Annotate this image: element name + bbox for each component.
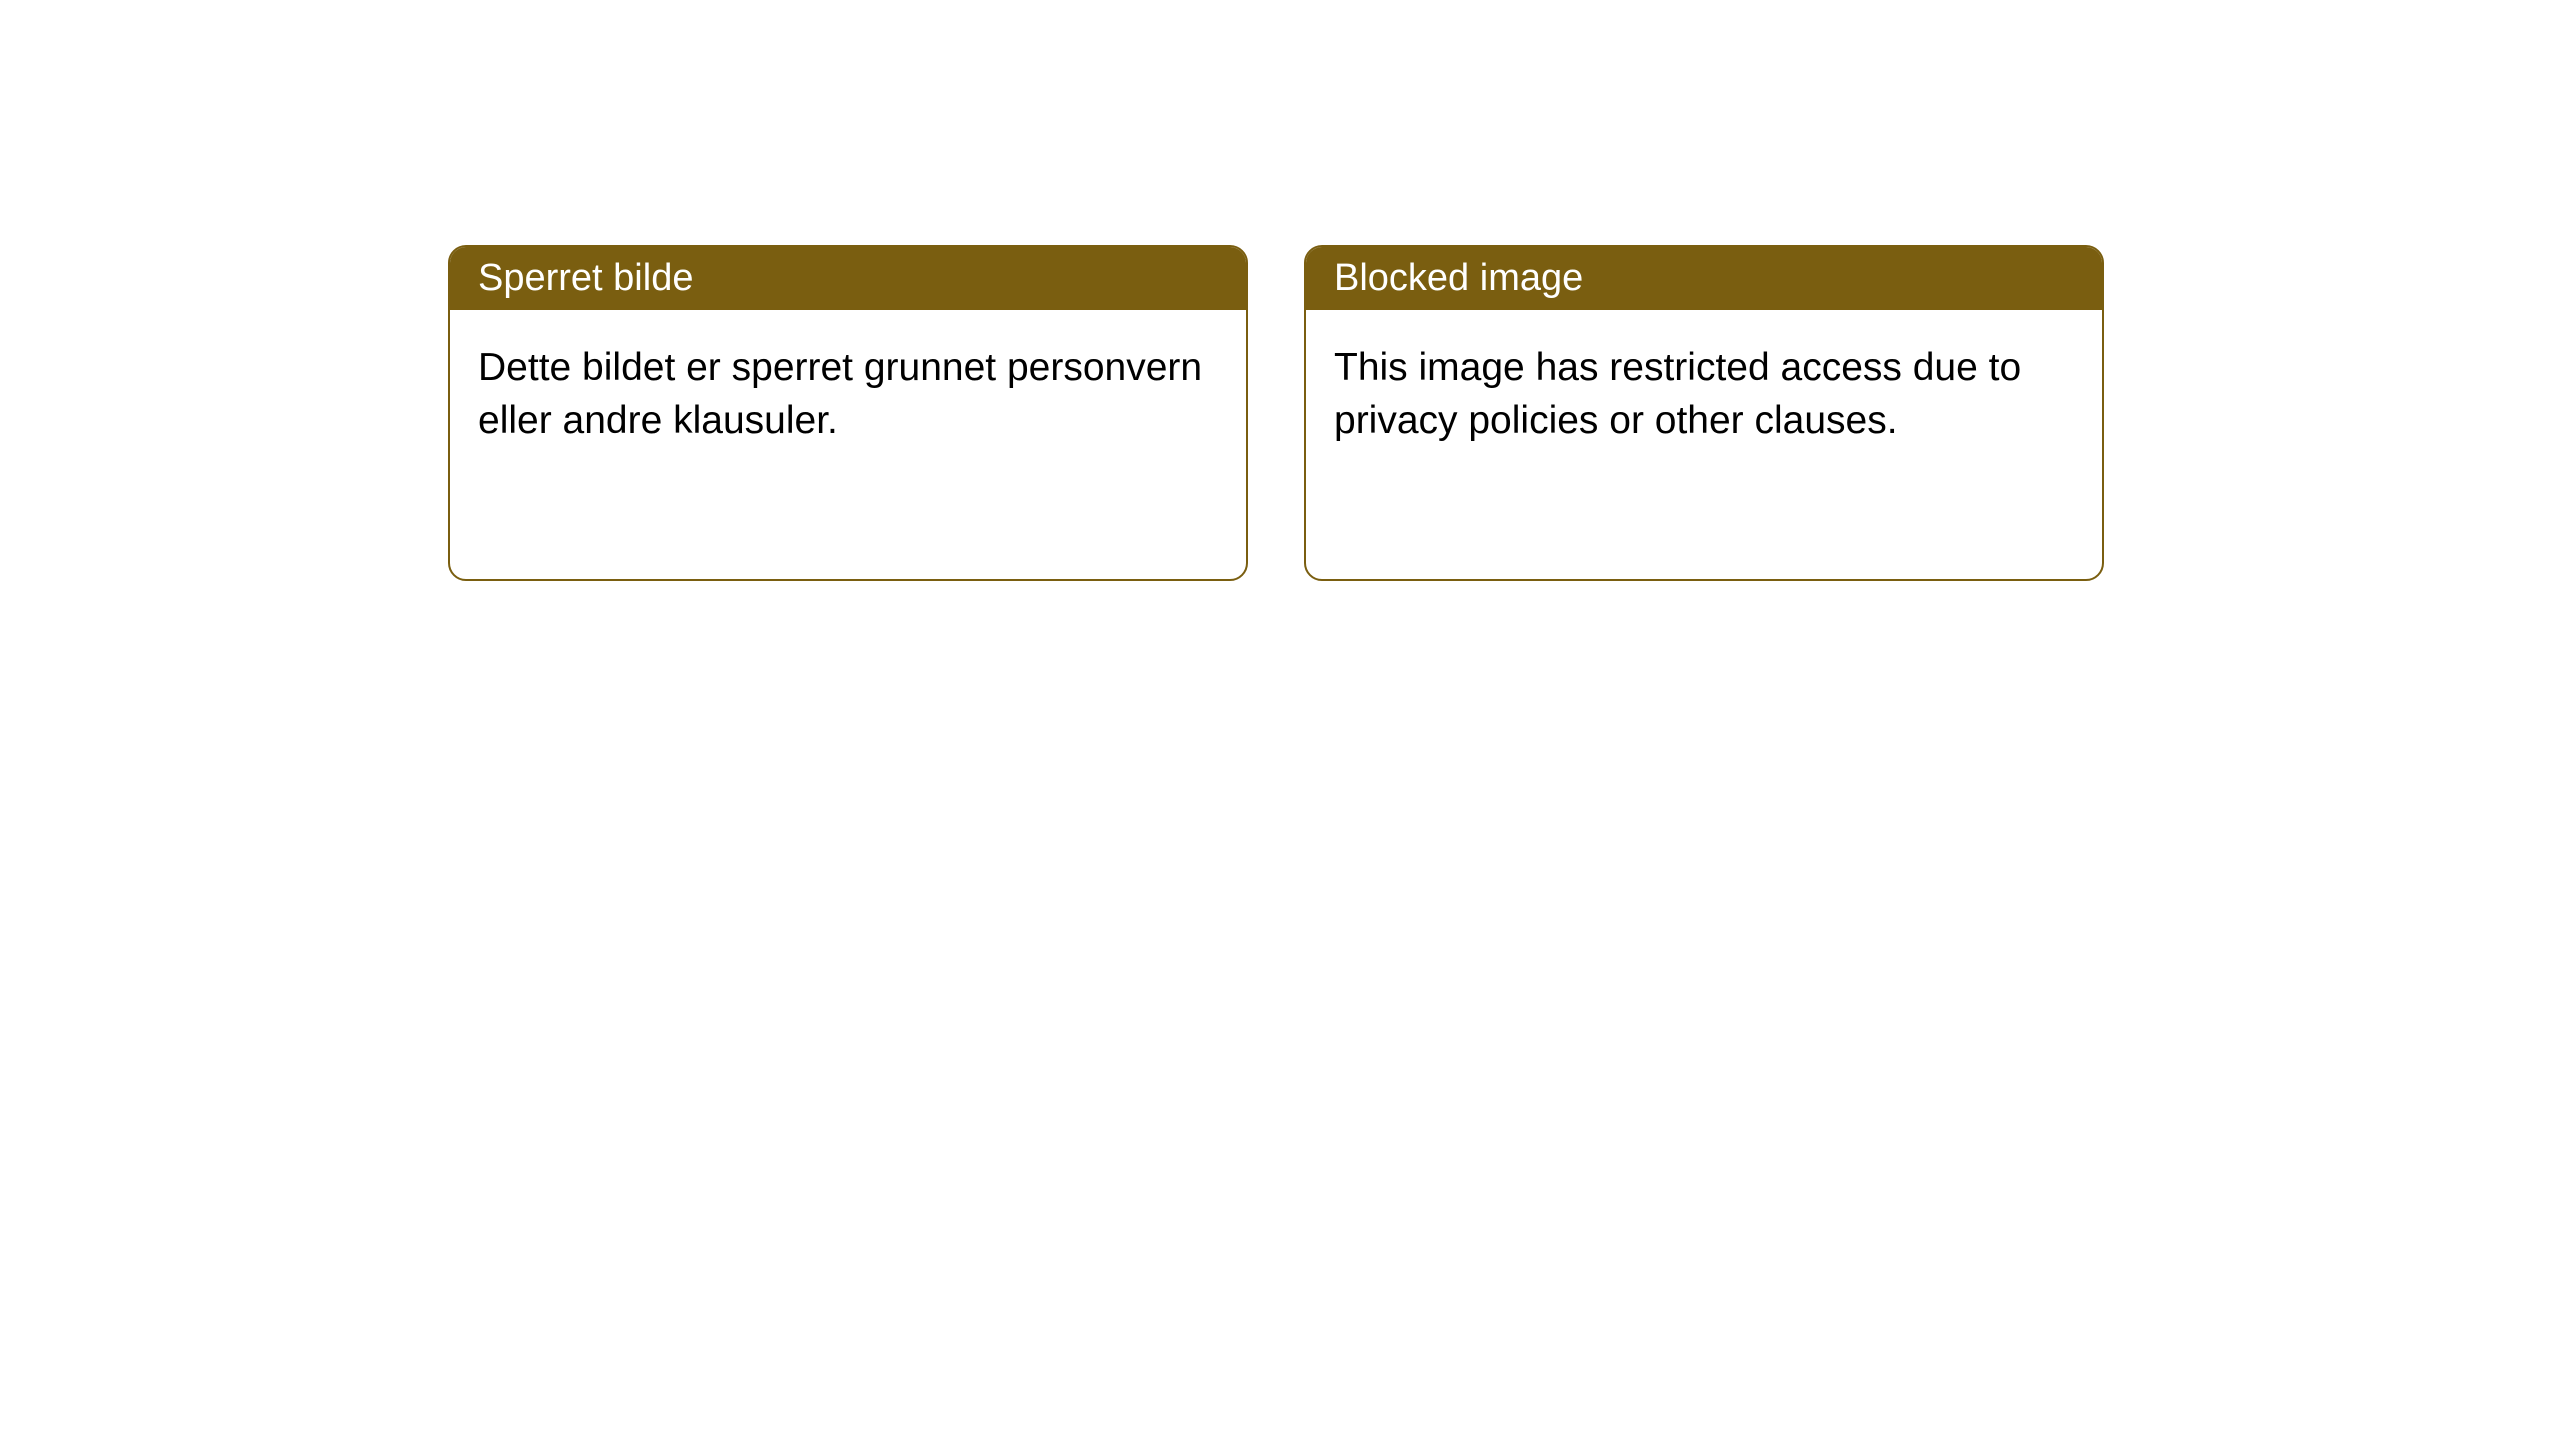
notice-card-english: Blocked image This image has restricted … [1304,245,2104,581]
notice-title: Sperret bilde [478,257,693,299]
notice-text: This image has restricted access due to … [1334,346,2021,442]
notice-container: Sperret bilde Dette bildet er sperret gr… [448,245,2104,581]
notice-text: Dette bildet er sperret grunnet personve… [478,346,1202,442]
notice-card-norwegian: Sperret bilde Dette bildet er sperret gr… [448,245,1248,581]
notice-title: Blocked image [1334,257,1583,299]
notice-body: Dette bildet er sperret grunnet personve… [450,310,1246,479]
notice-header: Sperret bilde [450,247,1246,310]
notice-header: Blocked image [1306,247,2102,310]
notice-body: This image has restricted access due to … [1306,310,2102,479]
